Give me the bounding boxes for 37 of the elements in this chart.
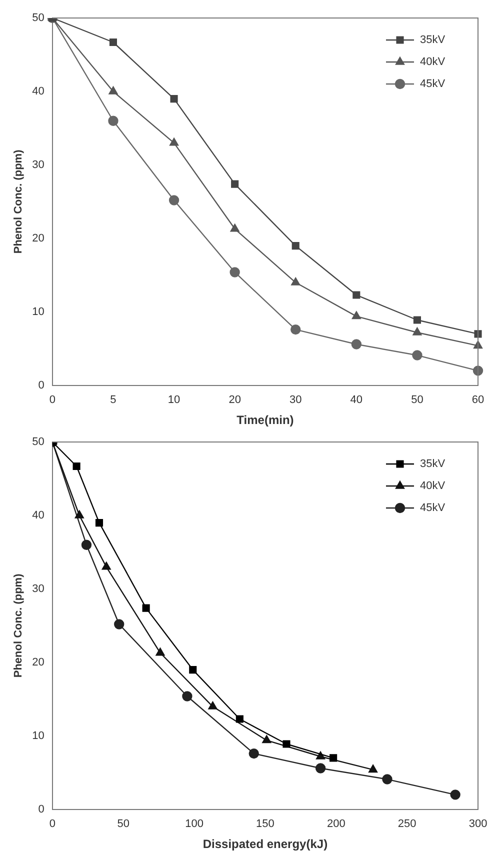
y-tick-label: 10: [32, 730, 44, 742]
x-axis-title: Time(min): [236, 413, 294, 428]
x-tick-label: 50: [411, 394, 424, 406]
x-tick-label: 20: [228, 394, 241, 406]
x-tick-label: 5: [110, 394, 116, 406]
y-tick-label: 0: [38, 379, 44, 392]
x-tick-label: 30: [289, 394, 302, 406]
x-tick-label: 0: [49, 394, 56, 406]
x-tick-label: 150: [256, 818, 274, 830]
y-tick-label: 10: [32, 306, 44, 318]
x-tick-label: 10: [168, 394, 180, 406]
x-tick-label: 200: [326, 818, 346, 830]
x-tick-label: 50: [117, 818, 130, 830]
x-tick-label: 250: [398, 818, 416, 830]
y-tick-label: 30: [32, 582, 44, 595]
x-tick-label: 40: [350, 394, 363, 406]
x-tick-label: 300: [468, 818, 488, 830]
y-axis-title: Phenol Conc. (ppm): [12, 149, 25, 254]
legend-label: 35kV: [420, 458, 446, 470]
x-tick-label: 60: [472, 394, 484, 406]
y-tick-label: 20: [32, 232, 44, 244]
y-tick-label: 0: [38, 803, 44, 816]
y-axis-title: Phenol Conc. (ppm): [12, 573, 25, 678]
legend-label: 45kV: [420, 78, 446, 90]
legend-label: 35kV: [420, 34, 446, 46]
y-tick-label: 30: [32, 158, 44, 171]
y-tick-label: 20: [32, 656, 44, 668]
x-axis-title: Dissipated energy(kJ): [202, 837, 328, 852]
y-tick-label: 50: [32, 436, 44, 448]
y-tick-label: 50: [32, 12, 44, 24]
y-tick-label: 40: [32, 86, 44, 98]
legend-label: 40kV: [420, 480, 446, 492]
y-tick-label: 40: [32, 510, 44, 522]
x-tick-label: 0: [49, 818, 56, 830]
legend-label: 45kV: [420, 502, 446, 514]
x-tick-label: 100: [185, 818, 204, 830]
legend-label: 40kV: [420, 56, 446, 68]
